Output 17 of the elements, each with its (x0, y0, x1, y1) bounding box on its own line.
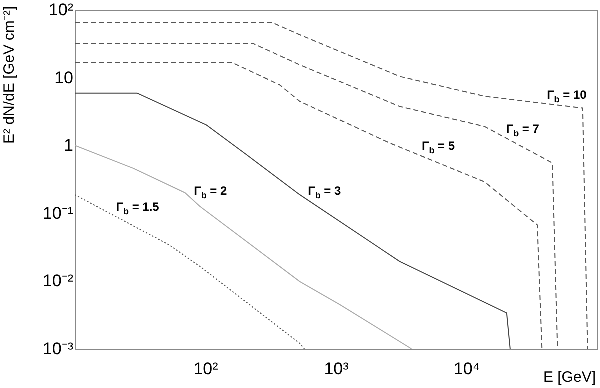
y-tick-label: 10⁻² (42, 272, 74, 291)
annotation: Γ$_{b}$ = 10 (547, 88, 587, 104)
x-tick-label: 10³ (324, 360, 350, 378)
annotation: Γ$_{b}$ = 2 (194, 184, 228, 200)
x-axis-title: E [GeV] (543, 369, 596, 386)
annotation: Γ$_{b}$ = 3 (308, 184, 342, 200)
y-tick-label: 1 (64, 136, 74, 156)
annotation: Γ$_{b}$ = 5 (422, 139, 456, 156)
x-tick-label: 10² (194, 360, 219, 378)
y-tick-label: 10⁻³ (42, 340, 74, 358)
y-tick-label: 10⁻¹ (42, 204, 74, 223)
y-tick-label: 10² (48, 0, 74, 20)
y-tick-label: 10 (54, 68, 74, 88)
annotation: Γ$_{b}$ = 7 (506, 122, 540, 138)
y-axis-title: E² dN/dE [GeV cm⁻²] (1, 6, 18, 144)
x-tick-label: 10⁴ (454, 360, 480, 378)
annotation: Γ$_{b}$ = 1.5 (116, 200, 160, 216)
